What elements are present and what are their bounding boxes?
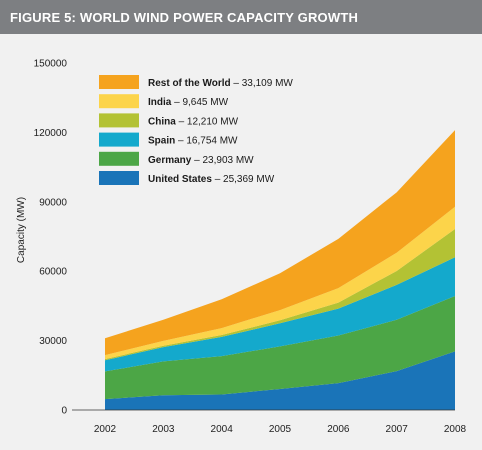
area-united-states bbox=[105, 351, 455, 410]
legend-entry: Germany – 23,903 MW bbox=[148, 155, 254, 166]
y-tick-label: 120000 bbox=[34, 128, 68, 139]
legend-swatch bbox=[99, 94, 139, 109]
x-tick-label: 2003 bbox=[152, 424, 175, 435]
legend-series-name: United States bbox=[148, 174, 215, 185]
legend-series-value: – 12,210 MW bbox=[179, 116, 239, 127]
chart-title: FIGURE 5: WORLD WIND POWER CAPACITY GROW… bbox=[10, 10, 359, 25]
legend-swatch bbox=[99, 151, 139, 166]
legend-series-value: – 33,109 MW bbox=[233, 78, 293, 89]
legend-series-value: – 23,903 MW bbox=[194, 155, 254, 166]
y-axis-label: Capacity (MW) bbox=[16, 197, 27, 263]
legend-entry: India – 9,645 MW bbox=[148, 97, 229, 108]
y-tick-label: 60000 bbox=[39, 267, 67, 278]
area-rest-of-the-world bbox=[105, 130, 455, 356]
legend-entry: China – 12,210 MW bbox=[148, 116, 239, 127]
legend-swatch bbox=[99, 113, 139, 128]
area-germany bbox=[105, 296, 455, 400]
legend-series-value: – 16,754 MW bbox=[178, 136, 238, 147]
legend-swatch bbox=[99, 75, 139, 89]
x-tick-label: 2002 bbox=[94, 424, 117, 435]
x-tick-label: 2006 bbox=[327, 424, 350, 435]
legend: Rest of the World – 33,109 MW India – 9,6… bbox=[99, 75, 293, 185]
area-layers bbox=[105, 130, 455, 410]
legend-series-name: India bbox=[148, 97, 174, 108]
y-tick-label: 30000 bbox=[39, 336, 67, 347]
legend-series-name: Spain bbox=[148, 136, 178, 147]
y-tick-label: 90000 bbox=[39, 197, 67, 208]
x-axis: 2002 2003 2004 2005 2006 2007 2008 bbox=[94, 424, 467, 435]
x-tick-label: 2005 bbox=[269, 424, 292, 435]
y-tick-label: 0 bbox=[61, 406, 67, 417]
legend-series-name: Germany bbox=[148, 155, 194, 166]
legend-entry: United States – 25,369 MW bbox=[148, 174, 275, 185]
y-tick-label: 150000 bbox=[34, 59, 68, 70]
legend-entry: Spain – 16,754 MW bbox=[148, 136, 238, 147]
legend-swatch bbox=[99, 132, 139, 147]
x-tick-label: 2007 bbox=[386, 424, 409, 435]
legend-swatch bbox=[99, 171, 139, 185]
legend-entry: Rest of the World – 33,109 MW bbox=[148, 78, 293, 89]
x-tick-label: 2004 bbox=[211, 424, 234, 435]
x-tick-label: 2008 bbox=[444, 424, 467, 435]
legend-series-value: – 9,645 MW bbox=[174, 97, 228, 108]
y-axis: 0 30000 60000 90000 120000 150000 bbox=[34, 59, 455, 417]
legend-series-name: China bbox=[148, 116, 179, 127]
title-bar: FIGURE 5: WORLD WIND POWER CAPACITY GROW… bbox=[0, 0, 482, 34]
legend-series-value: – 25,369 MW bbox=[215, 174, 275, 185]
legend-series-name: Rest of the World bbox=[148, 78, 233, 89]
area-spain bbox=[105, 257, 455, 372]
